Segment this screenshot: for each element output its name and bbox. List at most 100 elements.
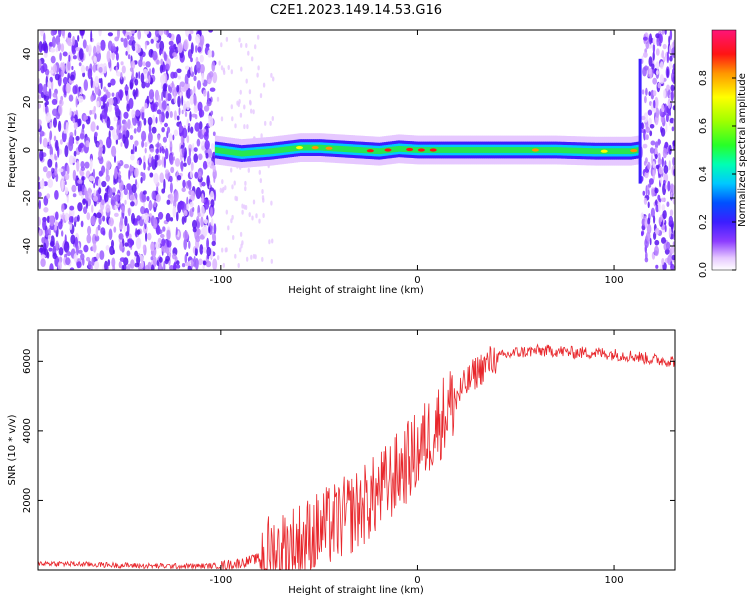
heatmap-cell (158, 211, 164, 220)
heatmap-cell (197, 46, 202, 53)
heatmap-cell (256, 72, 259, 78)
heatmap-cell (136, 126, 142, 133)
heatmap-cell (188, 33, 192, 42)
heatmap-cell (397, 145, 401, 152)
heatmap-cell (222, 186, 225, 192)
heatmap-cell (252, 109, 255, 115)
heatmap-cell (271, 116, 274, 121)
heatmap-cell (155, 225, 161, 236)
heatmap-cell (270, 72, 273, 78)
heatmap-cell (661, 156, 664, 168)
heatmap-cell (130, 201, 135, 207)
colorbar-label: Normalized spectral amplitude (737, 73, 748, 227)
heatmap-cell (588, 148, 591, 154)
heatmap-cell (296, 146, 303, 150)
heatmap-cell (38, 59, 42, 69)
heatmap-cell (102, 215, 106, 222)
heatmap-cell (177, 75, 181, 80)
heatmap-cell (224, 185, 227, 191)
heatmap-cell (176, 175, 182, 181)
heatmap-cell (261, 256, 264, 262)
heatmap-cell (53, 117, 57, 128)
heatmap-cell (283, 146, 287, 153)
heatmap-cell (243, 104, 246, 110)
heatmap-cell (152, 50, 158, 61)
heatmap-cell (164, 258, 169, 265)
heatmap-cell (323, 145, 326, 151)
heatmap-cell (135, 179, 138, 186)
heatmap-cell (160, 233, 165, 239)
heatmap-cell (100, 227, 106, 235)
heatmap-cell (661, 237, 666, 244)
heatmap-cell (217, 255, 220, 261)
heatmap-cell (79, 170, 85, 177)
heatmap-cell (107, 32, 113, 37)
heatmap-cell (58, 104, 63, 116)
heatmap-cell (187, 125, 190, 133)
heatmap-cell (222, 262, 225, 268)
heatmap-cell (643, 36, 648, 41)
heatmap-cell (202, 224, 208, 237)
heatmap-cell (42, 137, 48, 148)
heatmap-cell (517, 147, 521, 153)
heatmap-cell (472, 147, 475, 153)
heatmap-cell (663, 89, 667, 99)
heatmap-cell (338, 145, 342, 152)
heatmap-cell (48, 88, 52, 100)
heatmap-cell (58, 99, 64, 107)
heatmap-cell (643, 112, 649, 123)
heatmap-cell (648, 56, 653, 67)
heatmap-cell (664, 30, 667, 35)
heatmap-cell (221, 247, 224, 253)
heatmap-cell (666, 201, 670, 207)
heatmap-cell (256, 149, 259, 156)
heatmap-cell (179, 81, 186, 87)
heatmap-cell (655, 61, 660, 70)
heatmap-cell (657, 158, 662, 166)
heatmap-cell (270, 148, 273, 155)
heatmap-cell (187, 179, 192, 187)
heatmap-cell (198, 153, 203, 161)
heatmap-cell (134, 140, 139, 147)
heatmap-cell (64, 181, 67, 185)
heatmap-cell (666, 84, 670, 91)
heatmap-cell (67, 59, 71, 71)
heatmap-cell (319, 144, 322, 151)
heatmap-cell (208, 226, 211, 234)
snr-frame (37, 329, 676, 571)
heatmap-cell (89, 158, 93, 169)
heatmap-cell (132, 144, 135, 155)
heatmap-cell (54, 190, 59, 200)
heatmap-cell (40, 254, 46, 259)
heatmap-cell (659, 198, 662, 203)
heatmap-cell (670, 91, 674, 102)
heatmap-cell (644, 157, 648, 164)
heatmap-cell (153, 172, 159, 185)
heatmap-cell (244, 186, 247, 192)
heatmap-cell (71, 65, 74, 71)
heatmap-cell (77, 202, 83, 212)
heatmap-cell (161, 148, 166, 154)
heatmap-cell (104, 260, 108, 270)
heatmap-cell (649, 67, 653, 80)
heatmap-cell (85, 140, 90, 148)
heatmap-cell (612, 148, 615, 155)
heatmap-cell (62, 51, 68, 57)
heatmap-cell (138, 156, 142, 166)
heatmap-cell (186, 203, 189, 211)
heatmap-cell (669, 209, 674, 217)
heatmap-cell (228, 149, 232, 155)
heatmap-cell (77, 35, 80, 42)
heatmap-cell (240, 42, 243, 48)
heatmap-cell (137, 30, 142, 40)
heatmap-cell (110, 78, 116, 86)
heatmap-cell (181, 109, 184, 115)
heatmap-cell (100, 199, 105, 206)
heatmap-cell (197, 130, 202, 138)
heatmap-cell (208, 30, 214, 33)
heatmap-cell (210, 199, 215, 208)
heatmap-cell (184, 73, 189, 86)
heatmap-cell (655, 48, 660, 56)
heatmap-cell (48, 228, 52, 235)
heatmap-cell (647, 201, 650, 209)
